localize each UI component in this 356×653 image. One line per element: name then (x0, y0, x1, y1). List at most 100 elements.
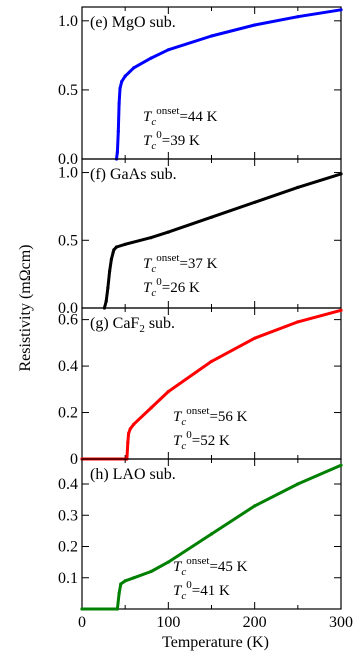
panel-label-suffix: sub. (145, 315, 175, 332)
tc-subscript: c (181, 416, 186, 428)
y-tick-label: 1.0 (58, 13, 78, 30)
data-point (108, 269, 112, 273)
tc-superscript: onset (156, 105, 179, 117)
data-point (166, 48, 170, 52)
data-point (339, 8, 343, 12)
x-tick-label: 0 (78, 614, 86, 631)
tc-line1: Tconset=44 K (143, 105, 218, 128)
data-point (339, 463, 343, 467)
panel-1: 0.00.51.0 (e) MgO sub.Tconset=44 KTc0=39 … (58, 6, 343, 168)
data-point (209, 532, 214, 536)
data-point (118, 86, 122, 91)
y-tick-label: 0.6 (58, 312, 78, 329)
y-tick-label: 0.4 (58, 358, 78, 375)
y-tick-label: 0.5 (58, 82, 78, 99)
y-tick-label: 0.3 (58, 507, 78, 524)
data-point (114, 245, 119, 249)
data-point (253, 504, 257, 508)
data-point (112, 248, 116, 252)
data-point (123, 74, 127, 78)
tc-line2: Tc0=41 K (173, 579, 230, 602)
data-point (253, 23, 257, 27)
data-point (253, 336, 257, 340)
y-tick-label: 0.0 (58, 151, 78, 168)
tc-symbol: T (173, 559, 183, 575)
data-point (132, 576, 136, 580)
data-point (149, 406, 153, 410)
data-point (296, 15, 300, 19)
tc-superscript: onset (156, 252, 179, 264)
tc-line1: Tconset=45 K (173, 555, 248, 578)
y-tick-label: 0 (70, 451, 78, 468)
panel-label: (h) LAO sub. (90, 466, 176, 483)
x-axis-label: Temperature (K) (162, 634, 269, 651)
tc-line2: Tc0=26 K (143, 276, 200, 299)
tc-superscript: onset (186, 555, 209, 567)
tc-line1: Tconset=37 K (143, 252, 218, 275)
y-tick-label: 0.5 (58, 232, 78, 249)
data-point (106, 286, 110, 290)
data-point (209, 34, 214, 38)
tc-symbol: T (173, 583, 183, 599)
data-point (127, 431, 131, 435)
tc-value: =45 K (209, 559, 247, 575)
tc-value: =56 K (209, 409, 247, 425)
x-tick-label: 200 (243, 614, 267, 631)
data-point (128, 427, 132, 431)
data-point (115, 607, 119, 611)
panel-3: 00.20.40.6 (g) CaF2 sub.Tconset=56 KTc0=5… (58, 307, 343, 468)
y-tick-label: 1.0 (58, 165, 78, 182)
tc-superscript: onset (186, 405, 209, 417)
tc-symbol: T (143, 280, 153, 296)
tc-superscript: 0 (186, 429, 192, 441)
tc-subscript: c (151, 263, 156, 275)
data-point (117, 102, 121, 106)
tc-symbol: T (143, 256, 153, 272)
data-point (296, 482, 300, 486)
tc-superscript: 0 (186, 579, 192, 591)
data-point (209, 359, 214, 363)
tc-subscript: c (151, 116, 156, 128)
data-point (119, 582, 123, 586)
tc-value: =26 K (162, 280, 200, 296)
data-point (123, 242, 127, 246)
data-point (166, 230, 170, 234)
data-point (296, 185, 300, 189)
tc-line1: Tconset=56 K (173, 405, 248, 428)
tc-subscript: c (151, 140, 156, 152)
tc-line2: Tc0=52 K (173, 429, 230, 452)
data-point (149, 56, 153, 60)
data-point (149, 569, 153, 574)
tc-superscript: 0 (156, 276, 162, 288)
panel-label: (e) MgO sub. (90, 14, 176, 31)
panel-2: 0.00.51.0 (f) GaAs sub.Tconset=37 KTc0=26… (58, 158, 343, 317)
data-point (116, 129, 120, 133)
tc-symbol: T (173, 409, 183, 425)
series-line (115, 8, 343, 161)
y-tick-label: 0.0 (58, 300, 78, 317)
tc-value: =44 K (179, 109, 217, 125)
tc-symbol: T (143, 133, 153, 149)
y-tick-label: 0.4 (58, 476, 78, 493)
data-point (117, 591, 121, 596)
data-point (104, 299, 108, 303)
data-point (166, 390, 170, 394)
tc-symbol: T (173, 433, 183, 449)
panel-label: (g) CaF2 sub. (90, 315, 175, 335)
data-point (149, 236, 153, 240)
data-point (126, 441, 130, 445)
data-point (123, 579, 127, 583)
panel-label: (f) GaAs sub. (90, 166, 177, 183)
data-point (115, 150, 119, 154)
data-point (339, 172, 343, 176)
y-tick-label: 0.2 (58, 539, 78, 556)
data-point (253, 200, 257, 204)
panel-label-subscript: 2 (139, 323, 145, 335)
data-point (132, 422, 136, 426)
data-point (111, 250, 115, 255)
tc-superscript: 0 (156, 129, 162, 141)
series-line (80, 308, 343, 461)
panel-4: 0.10.20.30.4(h) LAO sub.Tconset=45 KTc0=… (58, 458, 343, 611)
